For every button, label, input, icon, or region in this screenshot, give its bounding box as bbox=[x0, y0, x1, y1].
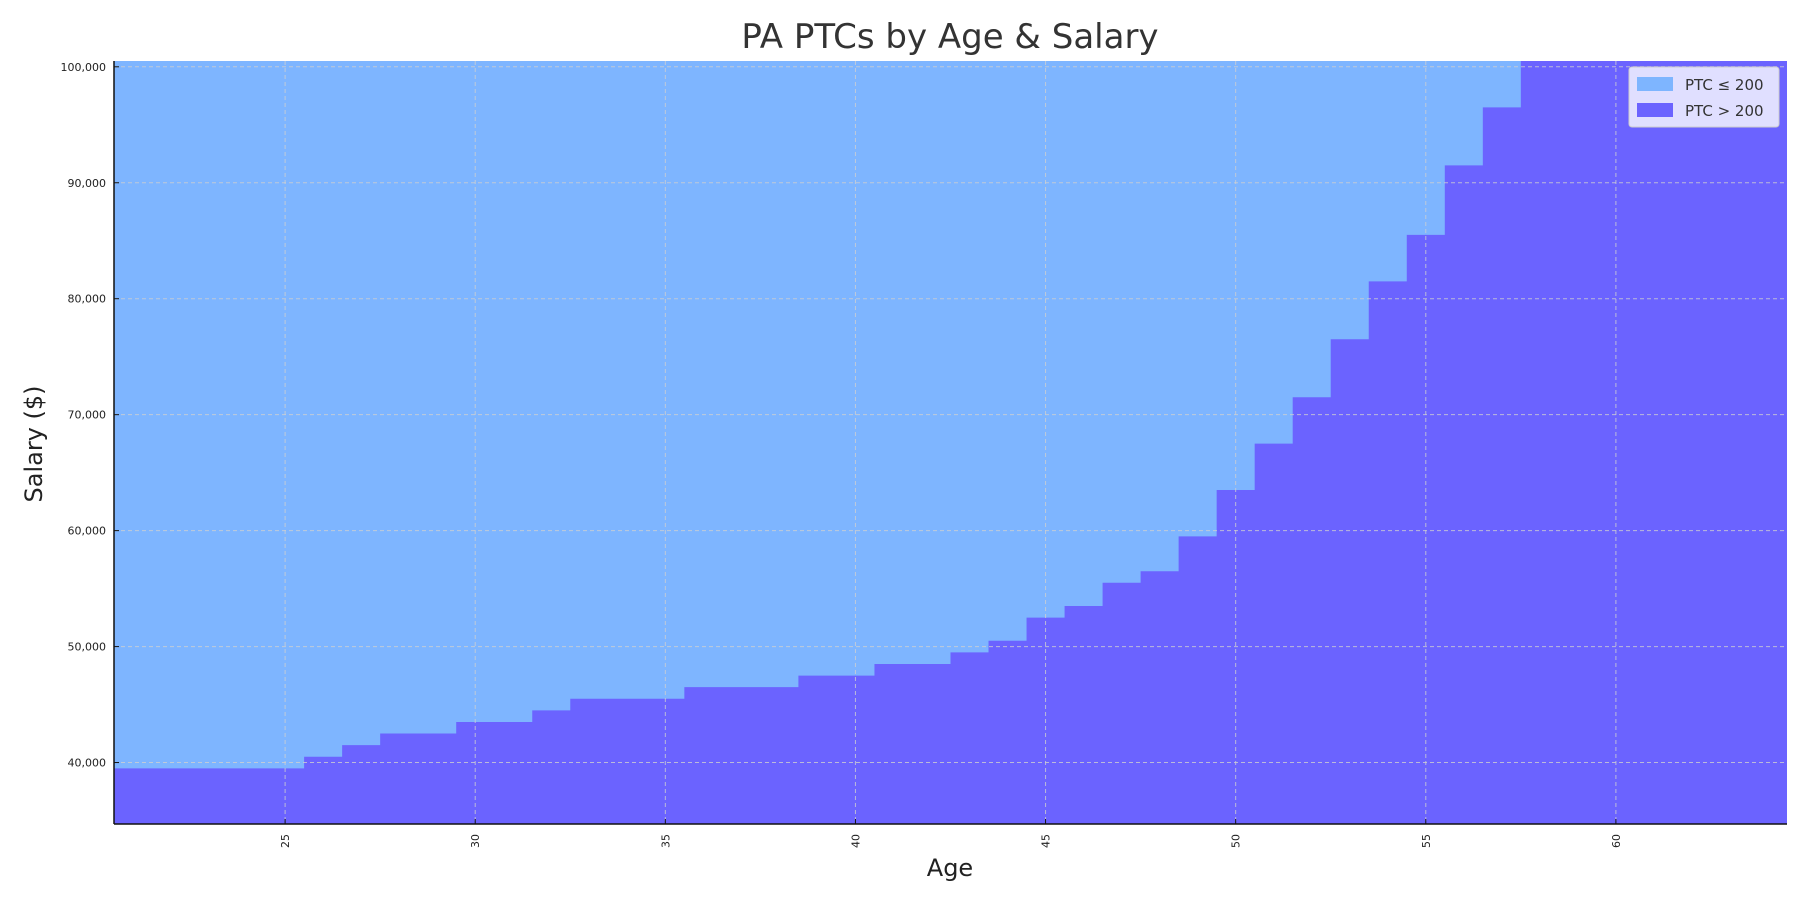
y-tick-label: 70,000 bbox=[68, 409, 107, 422]
legend-swatch-ptc-gt-200 bbox=[1637, 103, 1673, 117]
x-tick-label: 40 bbox=[849, 834, 862, 848]
y-tick-label: 60,000 bbox=[68, 525, 107, 538]
x-tick-label: 25 bbox=[279, 834, 292, 848]
axes bbox=[113, 61, 1787, 825]
y-axis-ticks: 40,000 50,000 60,000 70,000 80,000 90,000 100,… bbox=[61, 61, 119, 770]
legend-swatch-ptc-le-200 bbox=[1637, 77, 1673, 91]
legend: PTC ≤ 200 PTC > 200 bbox=[1628, 66, 1780, 128]
x-axis-ticks: 25 30 35 40 45 50 55 60 bbox=[279, 819, 1623, 848]
legend-label-ptc-le-200: PTC ≤ 200 bbox=[1685, 76, 1764, 94]
y-tick-label: 40,000 bbox=[68, 757, 107, 770]
x-tick-label: 60 bbox=[1610, 834, 1623, 848]
x-tick-label: 35 bbox=[659, 834, 672, 848]
x-tick-label: 45 bbox=[1040, 834, 1053, 848]
y-axis-label: Salary ($) bbox=[20, 385, 48, 502]
legend-label-ptc-gt-200: PTC > 200 bbox=[1685, 102, 1764, 120]
y-tick-label: 100,000 bbox=[61, 61, 107, 74]
x-tick-label: 30 bbox=[469, 834, 482, 848]
plot-area bbox=[114, 61, 1787, 824]
x-tick-label: 50 bbox=[1230, 834, 1243, 848]
grid-lines bbox=[114, 61, 1787, 824]
y-tick-label: 90,000 bbox=[68, 177, 107, 190]
x-tick-label: 55 bbox=[1420, 834, 1433, 848]
y-tick-label: 80,000 bbox=[68, 293, 107, 306]
area-ptc-gt-200 bbox=[114, 61, 1787, 824]
chart-title: PA PTCs by Age & Salary bbox=[741, 17, 1158, 57]
y-tick-label: 50,000 bbox=[68, 641, 107, 654]
x-axis-label: Age bbox=[927, 854, 973, 882]
